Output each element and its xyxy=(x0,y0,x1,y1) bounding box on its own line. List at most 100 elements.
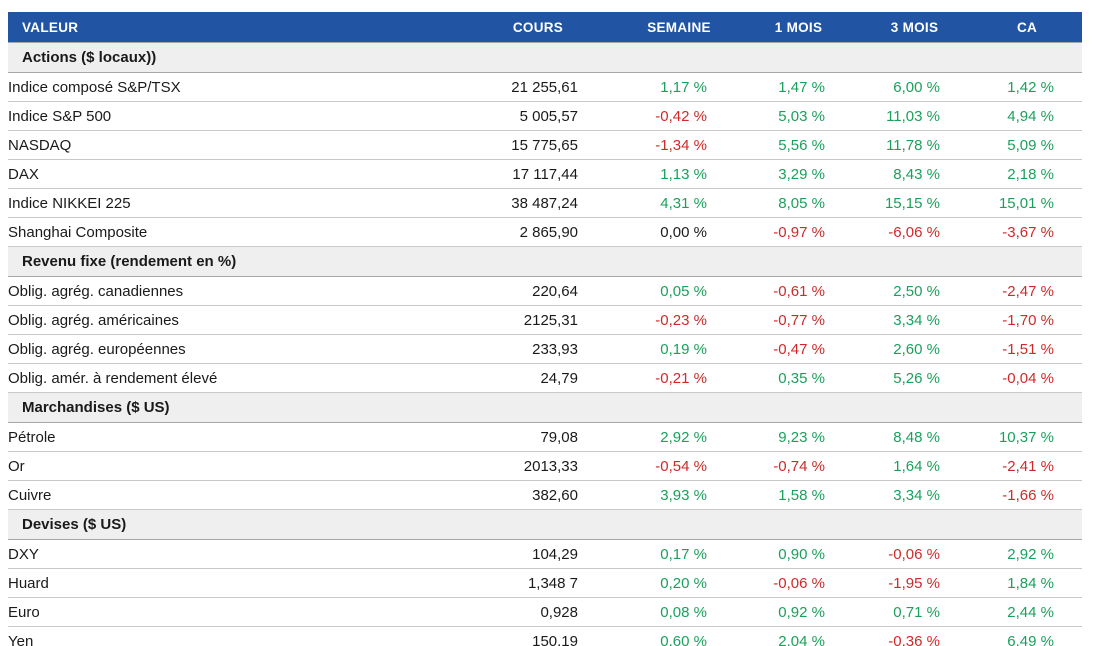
mois1-value: 0,92 % xyxy=(740,597,857,627)
ca-value: 2,18 % xyxy=(972,159,1082,189)
ca-value: -0,04 % xyxy=(972,363,1082,393)
mois3-value: 11,78 % xyxy=(857,130,972,160)
table-row: Yen 150,19 0,60 % 2,04 % -0,36 % 6,49 % xyxy=(8,626,1082,646)
column-header-valeur: VALEUR xyxy=(8,12,458,43)
section-row: Devises ($ US) xyxy=(8,509,1082,540)
table-row: Huard 1,348 7 0,20 % -0,06 % -1,95 % 1,84 % xyxy=(8,568,1082,598)
mois3-value: 8,48 % xyxy=(857,422,972,452)
column-header-semaine: SEMAINE xyxy=(618,12,740,43)
header-row: VALEUR COURS SEMAINE 1 MOIS 3 MOIS CA xyxy=(8,12,1082,43)
ca-value: -1,70 % xyxy=(972,305,1082,335)
semaine-value: 1,13 % xyxy=(618,159,740,189)
table-body: Actions ($ locaux)) Indice composé S&P/TS… xyxy=(8,42,1082,646)
column-header-ca: CA xyxy=(972,12,1082,43)
column-header-cours: COURS xyxy=(458,12,618,43)
instrument-label: Shanghai Composite xyxy=(8,217,458,247)
semaine-value: 0,05 % xyxy=(618,276,740,306)
table-row: Euro 0,928 0,08 % 0,92 % 0,71 % 2,44 % xyxy=(8,597,1082,627)
semaine-value: -1,34 % xyxy=(618,130,740,160)
semaine-value: -0,21 % xyxy=(618,363,740,393)
cours-value: 2125,31 xyxy=(458,305,618,335)
semaine-value: 0,08 % xyxy=(618,597,740,627)
mois1-value: -0,06 % xyxy=(740,568,857,598)
ca-value: 2,44 % xyxy=(972,597,1082,627)
cours-value: 21 255,61 xyxy=(458,72,618,102)
instrument-label: Indice S&P 500 xyxy=(8,101,458,131)
ca-value: 4,94 % xyxy=(972,101,1082,131)
mois1-value: 1,47 % xyxy=(740,72,857,102)
mois3-value: -6,06 % xyxy=(857,217,972,247)
mois1-value: 0,90 % xyxy=(740,539,857,569)
cours-value: 0,928 xyxy=(458,597,618,627)
mois3-value: 0,71 % xyxy=(857,597,972,627)
ca-value: -2,47 % xyxy=(972,276,1082,306)
section-row: Marchandises ($ US) xyxy=(8,392,1082,423)
table-row: Pétrole 79,08 2,92 % 9,23 % 8,48 % 10,37 % xyxy=(8,422,1082,452)
table-row: Indice composé S&P/TSX 21 255,61 1,17 % 1,4… xyxy=(8,72,1082,102)
mois3-value: -0,36 % xyxy=(857,626,972,646)
semaine-value: -0,42 % xyxy=(618,101,740,131)
instrument-label: Euro xyxy=(8,597,458,627)
instrument-label: Huard xyxy=(8,568,458,598)
table-row: DAX 17 117,44 1,13 % 3,29 % 8,43 % 2,18 % xyxy=(8,159,1082,189)
table-row: Cuivre 382,60 3,93 % 1,58 % 3,34 % -1,66 % xyxy=(8,480,1082,510)
semaine-value: 0,20 % xyxy=(618,568,740,598)
mois1-value: -0,47 % xyxy=(740,334,857,364)
mois1-value: -0,77 % xyxy=(740,305,857,335)
mois1-value: 1,58 % xyxy=(740,480,857,510)
mois1-value: 0,35 % xyxy=(740,363,857,393)
market-summary-table: VALEUR COURS SEMAINE 1 MOIS 3 MOIS CA Ac… xyxy=(8,12,1082,646)
instrument-label: Yen xyxy=(8,626,458,646)
column-header-3mois: 3 MOIS xyxy=(857,12,972,43)
ca-value: 10,37 % xyxy=(972,422,1082,452)
instrument-label: Indice NIKKEI 225 xyxy=(8,188,458,218)
table-row: Indice NIKKEI 225 38 487,24 4,31 % 8,05 % 15… xyxy=(8,188,1082,218)
cours-value: 382,60 xyxy=(458,480,618,510)
table-row: Shanghai Composite 2 865,90 0,00 % -0,97 % -… xyxy=(8,217,1082,247)
mois3-value: 8,43 % xyxy=(857,159,972,189)
mois1-value: 3,29 % xyxy=(740,159,857,189)
mois3-value: 3,34 % xyxy=(857,480,972,510)
instrument-label: DAX xyxy=(8,159,458,189)
ca-value: 2,92 % xyxy=(972,539,1082,569)
cours-value: 24,79 xyxy=(458,363,618,393)
table-row: Oblig. agrég. européennes 233,93 0,19 % -0,… xyxy=(8,334,1082,364)
mois1-value: 9,23 % xyxy=(740,422,857,452)
mois1-value: -0,61 % xyxy=(740,276,857,306)
semaine-value: 0,17 % xyxy=(618,539,740,569)
section-label: Revenu fixe (rendement en %) xyxy=(8,246,1082,277)
cours-value: 150,19 xyxy=(458,626,618,646)
instrument-label: Cuivre xyxy=(8,480,458,510)
mois3-value: 15,15 % xyxy=(857,188,972,218)
table-row: DXY 104,29 0,17 % 0,90 % -0,06 % 2,92 % xyxy=(8,539,1082,569)
instrument-label: NASDAQ xyxy=(8,130,458,160)
cours-value: 1,348 7 xyxy=(458,568,618,598)
semaine-value: 4,31 % xyxy=(618,188,740,218)
cours-value: 104,29 xyxy=(458,539,618,569)
instrument-label: Or xyxy=(8,451,458,481)
semaine-value: -0,23 % xyxy=(618,305,740,335)
cours-value: 2013,33 xyxy=(458,451,618,481)
table-row: NASDAQ 15 775,65 -1,34 % 5,56 % 11,78 % 5,09 … xyxy=(8,130,1082,160)
semaine-value: 0,19 % xyxy=(618,334,740,364)
semaine-value: 1,17 % xyxy=(618,72,740,102)
semaine-value: 3,93 % xyxy=(618,480,740,510)
table-row: Oblig. agrég. canadiennes 220,64 0,05 % -0,… xyxy=(8,276,1082,306)
mois3-value: 6,00 % xyxy=(857,72,972,102)
table-row: Or 2013,33 -0,54 % -0,74 % 1,64 % -2,41 % xyxy=(8,451,1082,481)
semaine-value: 2,92 % xyxy=(618,422,740,452)
table-header: VALEUR COURS SEMAINE 1 MOIS 3 MOIS CA xyxy=(8,12,1082,43)
ca-value: -1,66 % xyxy=(972,480,1082,510)
mois3-value: 5,26 % xyxy=(857,363,972,393)
table-row: Oblig. agrég. américaines 2125,31 -0,23 % -… xyxy=(8,305,1082,335)
ca-value: 1,84 % xyxy=(972,568,1082,598)
instrument-label: Oblig. agrég. américaines xyxy=(8,305,458,335)
mois1-value: 5,56 % xyxy=(740,130,857,160)
cours-value: 2 865,90 xyxy=(458,217,618,247)
instrument-label: Oblig. agrég. canadiennes xyxy=(8,276,458,306)
instrument-label: Indice composé S&P/TSX xyxy=(8,72,458,102)
ca-value: 1,42 % xyxy=(972,72,1082,102)
section-label: Devises ($ US) xyxy=(8,509,1082,540)
ca-value: 5,09 % xyxy=(972,130,1082,160)
ca-value: -2,41 % xyxy=(972,451,1082,481)
